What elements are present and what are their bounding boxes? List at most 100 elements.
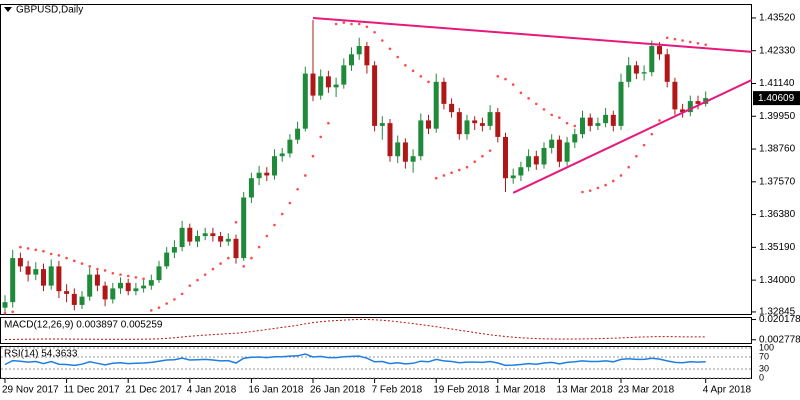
candle-body xyxy=(487,112,493,126)
candle-body xyxy=(279,153,285,157)
candle-body xyxy=(349,54,354,66)
x-tick-label: 13 Mar 2018 xyxy=(556,385,613,396)
candle-body xyxy=(287,139,293,154)
candle-body xyxy=(456,112,462,135)
price-marker-label: 1.40609 xyxy=(758,93,795,104)
x-tick-label: 16 Jan 2018 xyxy=(248,385,303,396)
sar-dot xyxy=(427,80,430,84)
sar-dot xyxy=(334,22,338,26)
sar-dot xyxy=(696,41,700,45)
candle-body xyxy=(248,178,254,198)
candle-body xyxy=(171,247,177,253)
candle-body xyxy=(33,269,39,275)
candle-body xyxy=(664,54,670,82)
y-tick-label: 1.36380 xyxy=(759,209,796,220)
sar-dot xyxy=(150,309,153,312)
candle-body xyxy=(556,139,562,162)
candle-body xyxy=(426,120,431,129)
candle-body xyxy=(364,46,370,66)
sar-dot xyxy=(280,212,284,216)
macd-label: MACD(12,26,9) 0.003897 0.005259 xyxy=(4,320,163,331)
sar-dot xyxy=(558,116,561,119)
sar-dot xyxy=(103,269,107,272)
x-tick-label: 1 Mar 2018 xyxy=(495,385,546,396)
sar-dot xyxy=(535,102,538,106)
candle-body xyxy=(210,233,216,237)
candle-body xyxy=(225,238,231,242)
x-tick-label: 19 Feb 2018 xyxy=(433,385,490,396)
macd-tick-label: 0.020178 xyxy=(759,314,800,325)
menu-arrow[interactable] xyxy=(4,7,12,12)
x-tick-label: 23 Mar 2018 xyxy=(618,385,675,396)
candle-body xyxy=(10,258,16,303)
candle-body xyxy=(433,81,439,129)
sar-dot xyxy=(227,256,230,260)
candle-body xyxy=(17,258,23,267)
sar-dot xyxy=(242,265,245,268)
y-tick-label: 1.39950 xyxy=(759,111,796,122)
sar-dot xyxy=(388,47,392,51)
candle-body xyxy=(549,139,555,148)
sar-dot xyxy=(588,189,592,192)
sar-dot xyxy=(504,77,507,81)
candle-body xyxy=(256,172,262,179)
y-tick-label: 1.41140 xyxy=(759,78,795,89)
candle-body xyxy=(672,81,678,110)
candle-body xyxy=(64,291,70,294)
sar-dot xyxy=(296,187,299,191)
sar-dot xyxy=(612,179,615,183)
sar-dot xyxy=(34,248,38,252)
candle-body xyxy=(41,269,46,286)
candle-body xyxy=(141,285,147,289)
sar-dot xyxy=(42,249,45,253)
sar-dot xyxy=(96,267,99,271)
candle-body xyxy=(395,142,401,157)
y-tick-label: 1.43520 xyxy=(759,13,796,24)
sar-dot xyxy=(203,273,207,276)
sar-dot xyxy=(219,262,222,265)
rsi-tick-label: 70 xyxy=(759,351,769,361)
candle-body xyxy=(233,238,239,259)
candle-body xyxy=(680,109,686,113)
sar-dot xyxy=(257,245,261,249)
y-tick-label: 1.37570 xyxy=(759,176,796,187)
candle-body xyxy=(341,65,347,85)
sar-dot xyxy=(527,97,530,100)
candle-body xyxy=(410,156,416,162)
sar-dot xyxy=(250,256,253,260)
sar-dot xyxy=(65,256,68,260)
sar-dot xyxy=(234,220,238,224)
sar-dot xyxy=(327,121,330,125)
candle-body xyxy=(603,114,609,124)
sar-dot xyxy=(80,262,84,265)
candle-body xyxy=(503,136,508,179)
sar-dot xyxy=(604,183,607,187)
sar-dot xyxy=(373,30,376,34)
rsi-pane xyxy=(0,346,752,379)
sar-dot xyxy=(396,55,400,59)
candle-body xyxy=(533,156,539,165)
x-tick-label: 4 Apr 2018 xyxy=(703,385,752,396)
candle-body xyxy=(148,280,154,286)
candle-body xyxy=(187,227,193,242)
candle-body xyxy=(633,65,639,74)
sar-dot xyxy=(381,39,384,42)
sar-dot xyxy=(481,154,484,158)
candle-body xyxy=(541,147,547,165)
sar-dot xyxy=(650,132,654,136)
rsi-line xyxy=(4,353,706,367)
candle-body xyxy=(618,81,624,126)
candle-body xyxy=(526,156,532,168)
sar-dot xyxy=(465,165,469,169)
sar-dot xyxy=(365,25,369,29)
sar-dot xyxy=(704,43,707,46)
candle-body xyxy=(133,288,139,292)
candle-body xyxy=(241,197,247,259)
y-tick-label: 1.38760 xyxy=(759,144,796,155)
sar-dot xyxy=(119,273,122,276)
sar-dot xyxy=(350,22,353,26)
candle-body xyxy=(333,84,339,88)
candle-body xyxy=(94,274,100,286)
candle-body xyxy=(25,266,31,275)
candle-body xyxy=(179,227,185,248)
